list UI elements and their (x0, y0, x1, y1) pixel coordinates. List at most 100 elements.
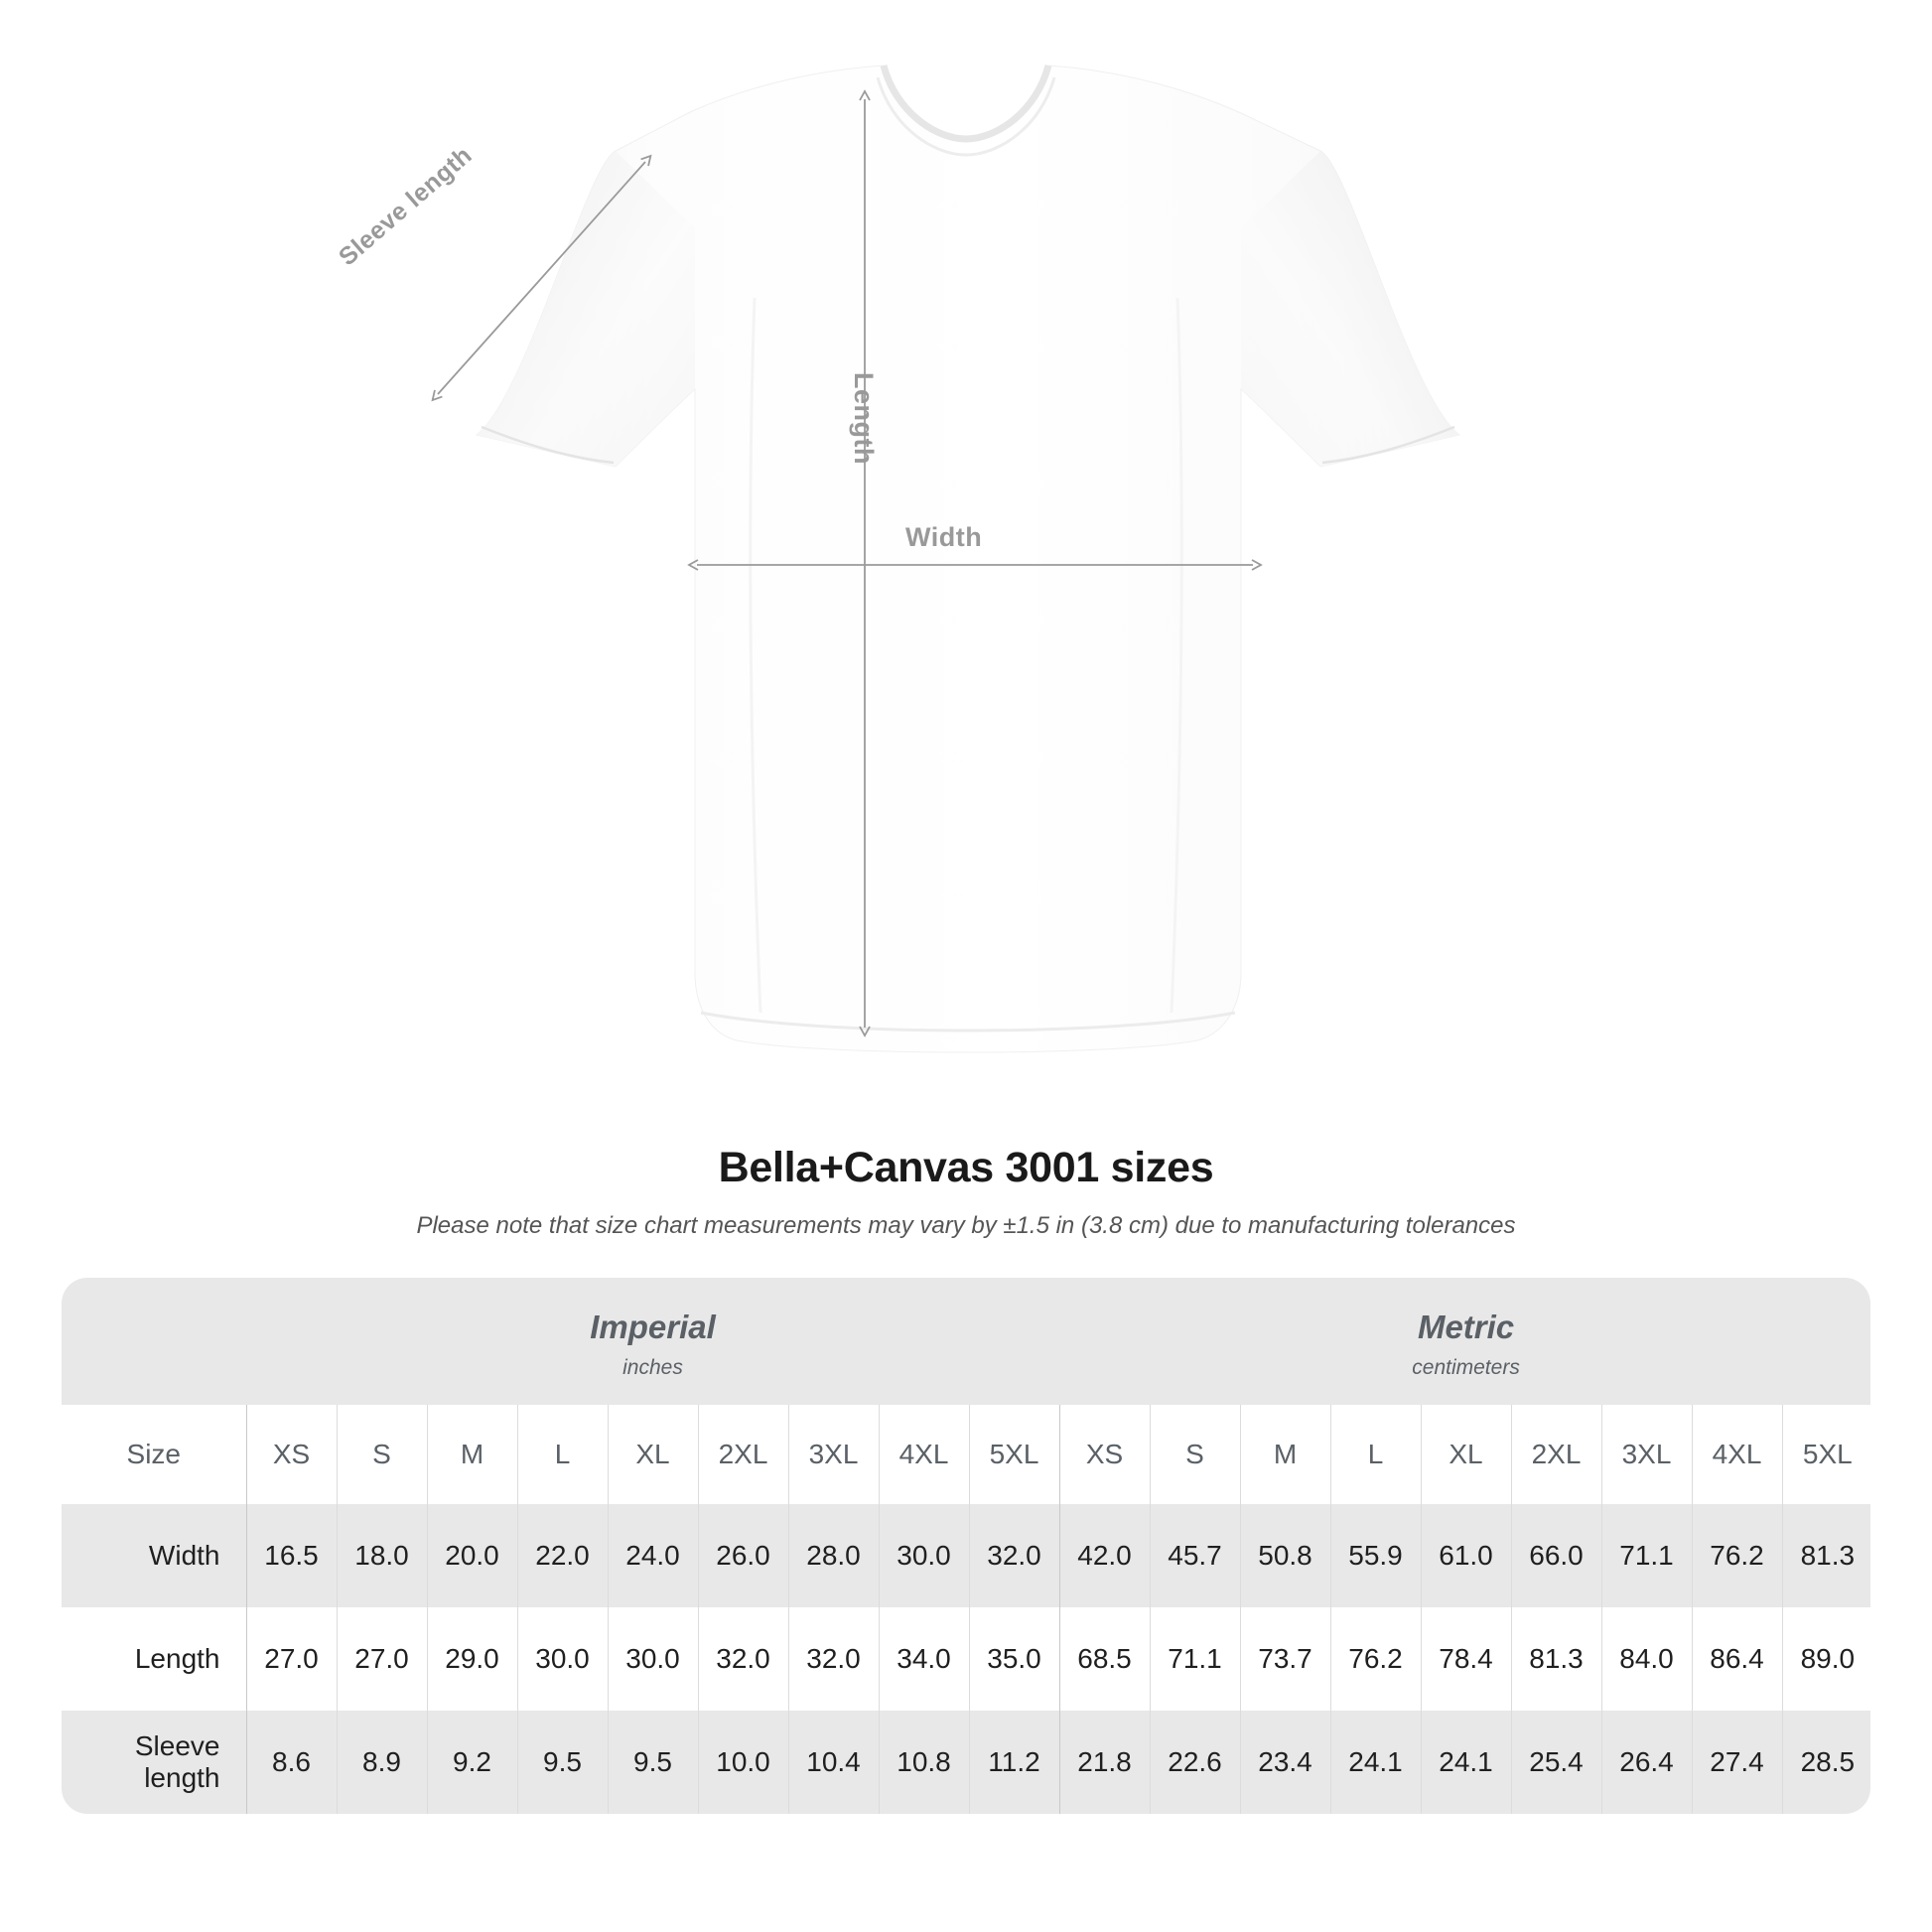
cell-sleeve-imperial-l: 9.5 (516, 1711, 608, 1814)
cell-length-imperial-m: 29.0 (426, 1607, 517, 1711)
size-table-container: Imperial inches Metric centimeters Size … (62, 1278, 1870, 1814)
cell-sleeve-metric-5xl: 28.5 (1781, 1711, 1870, 1814)
cell-width-metric-xs: 42.0 (1058, 1504, 1150, 1607)
size-header-label: Size (62, 1405, 246, 1504)
cell-length-imperial-5xl: 35.0 (968, 1607, 1059, 1711)
cell-length-imperial-s: 27.0 (336, 1607, 427, 1711)
cell-length-imperial-xl: 30.0 (607, 1607, 698, 1711)
cell-length-imperial-4xl: 34.0 (878, 1607, 969, 1711)
row-label-width: Width (62, 1504, 246, 1607)
cell-width-imperial-xl: 24.0 (607, 1504, 698, 1607)
size-header-imperial-4xl: 4XL (878, 1405, 969, 1504)
cell-width-imperial-l: 22.0 (516, 1504, 608, 1607)
size-header-metric-2xl: 2XL (1510, 1405, 1601, 1504)
cell-sleeve-imperial-xl: 9.5 (607, 1711, 698, 1814)
cell-width-imperial-5xl: 32.0 (968, 1504, 1059, 1607)
cell-sleeve-metric-xs: 21.8 (1058, 1711, 1150, 1814)
size-header-metric-l: L (1329, 1405, 1421, 1504)
tshirt-shape (475, 65, 1461, 1053)
cell-length-metric-5xl: 89.0 (1781, 1607, 1870, 1711)
cell-sleeve-metric-2xl: 25.4 (1510, 1711, 1601, 1814)
cell-length-imperial-3xl: 32.0 (787, 1607, 879, 1711)
cell-sleeve-metric-3xl: 26.4 (1600, 1711, 1692, 1814)
unit-cell-imperial: Imperial inches (246, 1278, 1059, 1405)
cell-length-metric-2xl: 81.3 (1510, 1607, 1601, 1711)
cell-width-imperial-m: 20.0 (426, 1504, 517, 1607)
unit-sub-metric: centimeters (1412, 1356, 1520, 1379)
cell-width-metric-s: 45.7 (1149, 1504, 1240, 1607)
table-row-sleeve-length: Sleeve length 8.6 8.9 9.2 9.5 9.5 10.0 1… (62, 1711, 1870, 1814)
cell-sleeve-imperial-s: 8.9 (336, 1711, 427, 1814)
cell-sleeve-imperial-3xl: 10.4 (787, 1711, 879, 1814)
cell-width-metric-3xl: 71.1 (1600, 1504, 1692, 1607)
unit-header-row: Imperial inches Metric centimeters (62, 1278, 1870, 1405)
cell-sleeve-imperial-xs: 8.6 (245, 1711, 337, 1814)
unit-cell-metric: Metric centimeters (1059, 1278, 1870, 1405)
cell-width-metric-2xl: 66.0 (1510, 1504, 1601, 1607)
cell-width-imperial-3xl: 28.0 (787, 1504, 879, 1607)
size-header-metric-xl: XL (1420, 1405, 1511, 1504)
row-label-length: Length (62, 1607, 246, 1711)
cell-sleeve-metric-m: 23.4 (1239, 1711, 1330, 1814)
cell-width-metric-4xl: 76.2 (1691, 1504, 1782, 1607)
cell-length-metric-xs: 68.5 (1058, 1607, 1150, 1711)
unit-name-metric: Metric (1417, 1309, 1515, 1345)
cell-length-metric-l: 76.2 (1329, 1607, 1421, 1711)
cell-length-imperial-xs: 27.0 (245, 1607, 337, 1711)
row-label-sleeve-length: Sleeve length (62, 1711, 246, 1814)
cell-width-imperial-xs: 16.5 (245, 1504, 337, 1607)
cell-length-metric-m: 73.7 (1239, 1607, 1330, 1711)
size-header-imperial-5xl: 5XL (968, 1405, 1059, 1504)
tolerance-note: Please note that size chart measurements… (416, 1212, 1516, 1239)
cell-sleeve-metric-l: 24.1 (1329, 1711, 1421, 1814)
cell-length-imperial-l: 30.0 (516, 1607, 608, 1711)
cell-sleeve-imperial-5xl: 11.2 (968, 1711, 1059, 1814)
size-header-metric-m: M (1239, 1405, 1330, 1504)
page-title: Bella+Canvas 3001 sizes (718, 1144, 1214, 1191)
cell-width-metric-l: 55.9 (1329, 1504, 1421, 1607)
table-row-width: Width 16.5 18.0 20.0 22.0 24.0 26.0 28.0… (62, 1504, 1870, 1607)
tshirt-diagram-svg (431, 65, 1461, 1053)
cell-width-imperial-2xl: 26.0 (697, 1504, 788, 1607)
unit-spacer-cell (62, 1278, 246, 1405)
cell-length-metric-4xl: 86.4 (1691, 1607, 1782, 1711)
size-header-imperial-s: S (336, 1405, 427, 1504)
size-header-metric-4xl: 4XL (1691, 1405, 1782, 1504)
size-header-imperial-xl: XL (607, 1405, 698, 1504)
cell-length-metric-3xl: 84.0 (1600, 1607, 1692, 1711)
size-header-imperial-xs: XS (245, 1405, 337, 1504)
size-header-metric-xs: XS (1058, 1405, 1150, 1504)
cell-length-metric-xl: 78.4 (1420, 1607, 1511, 1711)
cell-sleeve-metric-xl: 24.1 (1420, 1711, 1511, 1814)
cell-length-imperial-2xl: 32.0 (697, 1607, 788, 1711)
cell-width-metric-m: 50.8 (1239, 1504, 1330, 1607)
size-header-imperial-2xl: 2XL (697, 1405, 788, 1504)
cell-length-metric-s: 71.1 (1149, 1607, 1240, 1711)
cell-sleeve-imperial-m: 9.2 (426, 1711, 517, 1814)
size-table: Imperial inches Metric centimeters Size … (62, 1278, 1870, 1814)
size-header-imperial-3xl: 3XL (787, 1405, 879, 1504)
size-header-imperial-m: M (426, 1405, 517, 1504)
length-label: Length (849, 372, 879, 465)
sleeve-dimension-line (431, 154, 652, 402)
size-header-row: Size XS S M L XL 2XL 3XL 4XL 5XL XS S M … (62, 1405, 1870, 1504)
tshirt-illustration: Sleeve length Length Width (334, 65, 1461, 1053)
size-header-imperial-l: L (516, 1405, 608, 1504)
chart-heading: Bella+Canvas 3001 sizes Please note that… (0, 1144, 1932, 1240)
cell-sleeve-metric-s: 22.6 (1149, 1711, 1240, 1814)
cell-sleeve-metric-4xl: 27.4 (1691, 1711, 1782, 1814)
cell-width-imperial-4xl: 30.0 (878, 1504, 969, 1607)
unit-name-imperial: Imperial (590, 1309, 716, 1345)
cell-sleeve-imperial-2xl: 10.0 (697, 1711, 788, 1814)
size-header-metric-3xl: 3XL (1600, 1405, 1692, 1504)
size-header-metric-5xl: 5XL (1781, 1405, 1870, 1504)
size-header-metric-s: S (1149, 1405, 1240, 1504)
cell-sleeve-imperial-4xl: 10.8 (878, 1711, 969, 1814)
cell-width-imperial-s: 18.0 (336, 1504, 427, 1607)
unit-sub-imperial: inches (622, 1356, 683, 1379)
cell-width-metric-xl: 61.0 (1420, 1504, 1511, 1607)
cell-width-metric-5xl: 81.3 (1781, 1504, 1870, 1607)
table-row-length: Length 27.0 27.0 29.0 30.0 30.0 32.0 32.… (62, 1607, 1870, 1711)
width-label: Width (905, 522, 983, 552)
